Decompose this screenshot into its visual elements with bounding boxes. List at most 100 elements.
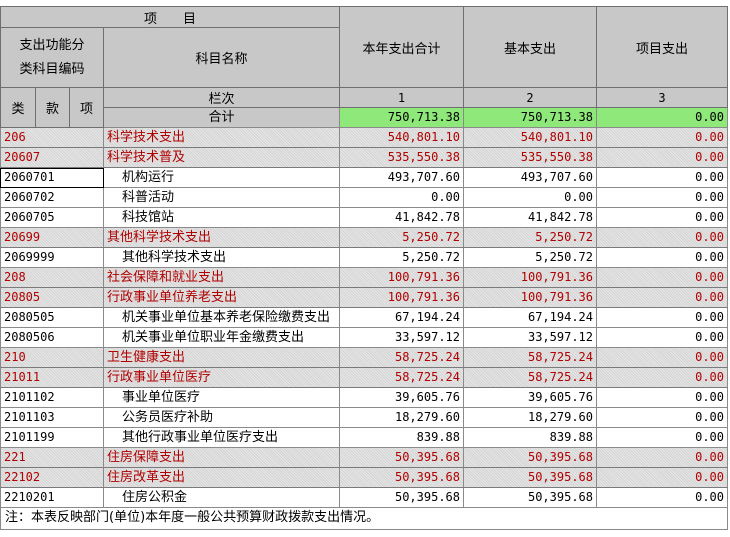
row-project-value-cell[interactable]: 0.00 — [597, 248, 728, 268]
row-project-value-cell[interactable]: 0.00 — [597, 328, 728, 348]
row-total-value-cell[interactable]: 50,395.68 — [340, 448, 464, 468]
row-code-cell[interactable]: 2069999 — [0, 248, 104, 268]
table-row[interactable]: 208 社会保障和就业支出 100,791.36 100,791.36 0.00 — [0, 268, 728, 288]
row-code-cell[interactable]: 206 — [0, 128, 104, 148]
row-code-cell[interactable]: 21011 — [0, 368, 104, 388]
row-project-value-cell[interactable]: 0.00 — [597, 468, 728, 488]
row-code-cell[interactable]: 2080506 — [0, 328, 104, 348]
total-value-total[interactable]: 750,713.38 — [340, 108, 464, 128]
row-basic-value-cell[interactable]: 50,395.68 — [464, 488, 597, 508]
table-row[interactable]: 2080505 机关事业单位基本养老保险缴费支出 67,194.24 67,194.2… — [0, 308, 728, 328]
row-project-value-cell[interactable]: 0.00 — [597, 428, 728, 448]
row-total-value-cell[interactable]: 50,395.68 — [340, 488, 464, 508]
table-row[interactable]: 20699 其他科学技术支出 5,250.72 5,250.72 0.00 — [0, 228, 728, 248]
row-basic-value-cell[interactable]: 540,801.10 — [464, 128, 597, 148]
table-row[interactable]: 20805 行政事业单位养老支出 100,791.36 100,791.36 0.00 — [0, 288, 728, 308]
row-code-cell[interactable]: 20607 — [0, 148, 104, 168]
row-basic-value-cell[interactable]: 18,279.60 — [464, 408, 597, 428]
table-row[interactable]: 22102 住房改革支出 50,395.68 50,395.68 0.00 — [0, 468, 728, 488]
row-project-value-cell[interactable]: 0.00 — [597, 208, 728, 228]
total-value-project[interactable]: 0.00 — [597, 108, 728, 128]
table-row[interactable]: 2060702 科普活动 0.00 0.00 0.00 — [0, 188, 728, 208]
row-total-value-cell[interactable]: 39,605.76 — [340, 388, 464, 408]
row-name-cell[interactable]: 其他科学技术支出 — [104, 248, 340, 268]
row-name-cell[interactable]: 社会保障和就业支出 — [104, 268, 340, 288]
row-project-value-cell[interactable]: 0.00 — [597, 308, 728, 328]
row-name-cell[interactable]: 卫生健康支出 — [104, 348, 340, 368]
row-name-cell[interactable]: 其他行政事业单位医疗支出 — [104, 428, 340, 448]
row-basic-value-cell[interactable]: 5,250.72 — [464, 228, 597, 248]
row-total-value-cell[interactable]: 0.00 — [340, 188, 464, 208]
row-basic-value-cell[interactable]: 100,791.36 — [464, 268, 597, 288]
row-name-cell[interactable]: 住房公积金 — [104, 488, 340, 508]
row-project-value-cell[interactable]: 0.00 — [597, 368, 728, 388]
row-project-value-cell[interactable]: 0.00 — [597, 408, 728, 428]
row-code-cell[interactable]: 2060705 — [0, 208, 104, 228]
row-basic-value-cell[interactable]: 58,725.24 — [464, 368, 597, 388]
table-row[interactable]: 210 卫生健康支出 58,725.24 58,725.24 0.00 — [0, 348, 728, 368]
row-name-cell[interactable]: 科学技术普及 — [104, 148, 340, 168]
row-code-cell[interactable]: 2101199 — [0, 428, 104, 448]
row-total-value-cell[interactable]: 493,707.60 — [340, 168, 464, 188]
table-row[interactable]: 2060705 科技馆站 41,842.78 41,842.78 0.00 — [0, 208, 728, 228]
row-name-cell[interactable]: 科普活动 — [104, 188, 340, 208]
row-project-value-cell[interactable]: 0.00 — [597, 228, 728, 248]
row-name-cell[interactable]: 科技馆站 — [104, 208, 340, 228]
row-basic-value-cell[interactable]: 50,395.68 — [464, 468, 597, 488]
row-total-value-cell[interactable]: 540,801.10 — [340, 128, 464, 148]
row-basic-value-cell[interactable]: 493,707.60 — [464, 168, 597, 188]
row-project-value-cell[interactable]: 0.00 — [597, 388, 728, 408]
row-name-cell[interactable]: 机关事业单位基本养老保险缴费支出 — [104, 308, 340, 328]
row-code-cell[interactable]: 22102 — [0, 468, 104, 488]
row-name-cell[interactable]: 机构运行 — [104, 168, 340, 188]
row-basic-value-cell[interactable]: 50,395.68 — [464, 448, 597, 468]
row-code-cell[interactable]: 221 — [0, 448, 104, 468]
table-row[interactable]: 2210201 住房公积金 50,395.68 50,395.68 0.00 — [0, 488, 728, 508]
row-name-cell[interactable]: 事业单位医疗 — [104, 388, 340, 408]
table-row[interactable]: 2101199 其他行政事业单位医疗支出 839.88 839.88 0.00 — [0, 428, 728, 448]
row-basic-value-cell[interactable]: 33,597.12 — [464, 328, 597, 348]
table-row[interactable]: 20607 科学技术普及 535,550.38 535,550.38 0.00 — [0, 148, 728, 168]
table-row[interactable]: 2101102 事业单位医疗 39,605.76 39,605.76 0.00 — [0, 388, 728, 408]
table-row[interactable]: 2101103 公务员医疗补助 18,279.60 18,279.60 0.00 — [0, 408, 728, 428]
row-code-cell[interactable]: 2080505 — [0, 308, 104, 328]
row-total-value-cell[interactable]: 33,597.12 — [340, 328, 464, 348]
row-basic-value-cell[interactable]: 839.88 — [464, 428, 597, 448]
row-total-value-cell[interactable]: 58,725.24 — [340, 368, 464, 388]
row-name-cell[interactable]: 公务员医疗补助 — [104, 408, 340, 428]
row-project-value-cell[interactable]: 0.00 — [597, 288, 728, 308]
total-value-basic[interactable]: 750,713.38 — [464, 108, 597, 128]
row-code-cell[interactable]: 2101103 — [0, 408, 104, 428]
row-basic-value-cell[interactable]: 5,250.72 — [464, 248, 597, 268]
total-row[interactable]: 合计 750,713.38 750,713.38 0.00 — [0, 108, 728, 128]
row-name-cell[interactable]: 行政事业单位医疗 — [104, 368, 340, 388]
row-name-cell[interactable]: 科学技术支出 — [104, 128, 340, 148]
row-code-cell[interactable]: 20805 — [0, 288, 104, 308]
row-project-value-cell[interactable]: 0.00 — [597, 168, 728, 188]
row-project-value-cell[interactable]: 0.00 — [597, 268, 728, 288]
row-total-value-cell[interactable]: 41,842.78 — [340, 208, 464, 228]
row-basic-value-cell[interactable]: 0.00 — [464, 188, 597, 208]
row-total-value-cell[interactable]: 535,550.38 — [340, 148, 464, 168]
row-basic-value-cell[interactable]: 535,550.38 — [464, 148, 597, 168]
row-basic-value-cell[interactable]: 39,605.76 — [464, 388, 597, 408]
table-row[interactable]: 2060701 机构运行 493,707.60 493,707.60 0.00 — [0, 168, 728, 188]
row-code-cell[interactable]: 210 — [0, 348, 104, 368]
row-project-value-cell[interactable]: 0.00 — [597, 348, 728, 368]
row-code-cell[interactable]: 2060702 — [0, 188, 104, 208]
row-project-value-cell[interactable]: 0.00 — [597, 488, 728, 508]
row-name-cell[interactable]: 其他科学技术支出 — [104, 228, 340, 248]
row-basic-value-cell[interactable]: 58,725.24 — [464, 348, 597, 368]
row-name-cell[interactable]: 住房保障支出 — [104, 448, 340, 468]
table-row[interactable]: 2069999 其他科学技术支出 5,250.72 5,250.72 0.00 — [0, 248, 728, 268]
row-code-cell[interactable]: 2101102 — [0, 388, 104, 408]
row-code-cell[interactable]: 2060701 — [0, 168, 104, 188]
row-project-value-cell[interactable]: 0.00 — [597, 148, 728, 168]
row-project-value-cell[interactable]: 0.00 — [597, 188, 728, 208]
row-name-cell[interactable]: 行政事业单位养老支出 — [104, 288, 340, 308]
row-name-cell[interactable]: 机关事业单位职业年金缴费支出 — [104, 328, 340, 348]
row-total-value-cell[interactable]: 5,250.72 — [340, 228, 464, 248]
row-code-cell[interactable]: 20699 — [0, 228, 104, 248]
row-name-cell[interactable]: 住房改革支出 — [104, 468, 340, 488]
table-row[interactable]: 2080506 机关事业单位职业年金缴费支出 33,597.12 33,597.12 0… — [0, 328, 728, 348]
